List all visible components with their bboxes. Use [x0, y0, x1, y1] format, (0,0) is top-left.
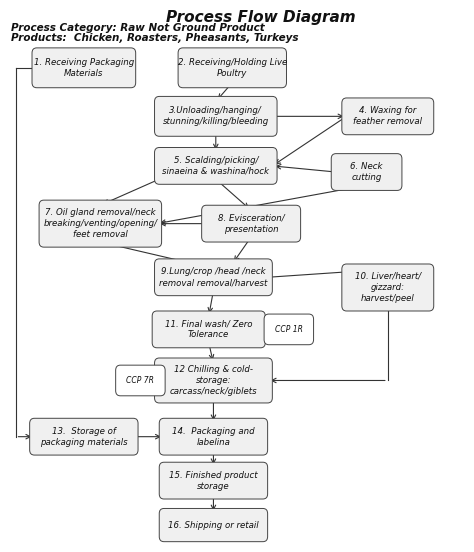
Text: 1. Receiving Packaging
Materials: 1. Receiving Packaging Materials: [34, 58, 134, 78]
Text: 5. Scalding/picking/
sinaeina & washina/hock: 5. Scalding/picking/ sinaeina & washina/…: [162, 156, 269, 176]
FancyBboxPatch shape: [342, 98, 434, 135]
Text: 2. Receiving/Holding Live
Poultry: 2. Receiving/Holding Live Poultry: [178, 58, 287, 78]
Text: 9.Lung/crop /head /neck
removal removal/harvest: 9.Lung/crop /head /neck removal removal/…: [159, 267, 268, 288]
Text: CCP 1R: CCP 1R: [275, 325, 303, 334]
Text: 11. Final wash/ Zero
Tolerance: 11. Final wash/ Zero Tolerance: [165, 320, 253, 339]
FancyBboxPatch shape: [155, 147, 277, 184]
FancyBboxPatch shape: [159, 462, 268, 499]
FancyBboxPatch shape: [331, 153, 402, 190]
FancyBboxPatch shape: [159, 418, 268, 455]
FancyBboxPatch shape: [116, 365, 165, 396]
FancyBboxPatch shape: [30, 418, 138, 455]
Text: CCP 7R: CCP 7R: [127, 376, 155, 385]
FancyBboxPatch shape: [155, 97, 277, 136]
Text: 3.Unloading/hanging/
stunning/killing/bleeding: 3.Unloading/hanging/ stunning/killing/bl…: [163, 107, 269, 126]
Text: 10. Liver/heart/
gizzard:
harvest/peel: 10. Liver/heart/ gizzard: harvest/peel: [355, 272, 421, 303]
Text: 15. Finished product
storage: 15. Finished product storage: [169, 470, 258, 491]
FancyBboxPatch shape: [155, 259, 273, 296]
Text: 14.  Packaging and
labelina: 14. Packaging and labelina: [172, 427, 255, 447]
Text: 4. Waxing for
feather removal: 4. Waxing for feather removal: [353, 107, 422, 126]
FancyBboxPatch shape: [178, 48, 286, 88]
Text: Process Category: Raw Not Ground Product: Process Category: Raw Not Ground Product: [11, 23, 264, 33]
FancyBboxPatch shape: [342, 264, 434, 311]
Text: 16. Shipping or retail: 16. Shipping or retail: [168, 521, 259, 529]
Text: Process Flow Diagram: Process Flow Diagram: [166, 9, 356, 25]
Text: 12 Chilling & cold-
storage:
carcass/neck/giblets: 12 Chilling & cold- storage: carcass/nec…: [170, 365, 257, 396]
FancyBboxPatch shape: [39, 200, 162, 247]
FancyBboxPatch shape: [152, 311, 265, 348]
Text: 13.  Storage of
packaging materials: 13. Storage of packaging materials: [40, 427, 128, 447]
FancyBboxPatch shape: [155, 358, 273, 403]
Text: 7. Oil gland removal/neck
breaking/venting/opening/
feet removal: 7. Oil gland removal/neck breaking/venti…: [43, 208, 157, 239]
Text: 6. Neck
cutting: 6. Neck cutting: [350, 162, 383, 182]
FancyBboxPatch shape: [32, 48, 136, 88]
FancyBboxPatch shape: [159, 508, 268, 542]
Text: Products:  Chicken, Roasters, Pheasants, Turkeys: Products: Chicken, Roasters, Pheasants, …: [11, 33, 298, 43]
FancyBboxPatch shape: [264, 314, 314, 344]
FancyBboxPatch shape: [201, 205, 301, 242]
Text: 8. Evisceration/
presentation: 8. Evisceration/ presentation: [218, 214, 284, 233]
